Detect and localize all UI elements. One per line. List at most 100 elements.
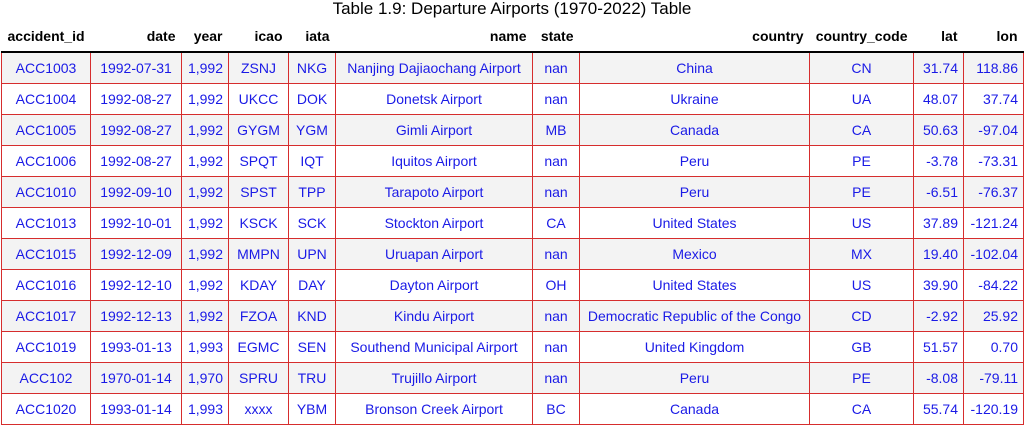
cell-lon: 25.92 <box>963 300 1024 332</box>
cell-country-code: US <box>809 207 914 239</box>
cell-lon: -120.19 <box>963 393 1024 425</box>
cell-icao: GYGM <box>228 114 289 146</box>
column-header-icao: icao <box>228 21 289 53</box>
airports-table: accident_id date year icao iata name state coun… <box>1 21 1024 425</box>
cell-country: Canada <box>579 393 810 425</box>
table-caption: Table 1.9: Departure Airports (1970-2022… <box>332 0 692 18</box>
cell-lon: -84.22 <box>963 269 1024 301</box>
cell-country-code: CA <box>809 114 914 146</box>
cell-date: 1993-01-13 <box>90 331 182 363</box>
cell-lon: -79.11 <box>963 362 1024 394</box>
cell-accident-id: ACC1020 <box>1 393 91 425</box>
cell-state: nan <box>532 145 580 177</box>
cell-accident-id: ACC1010 <box>1 176 91 208</box>
table-row: ACC1004 1992-08-27 1,992 UKCC DOK Donetsk Air… <box>1 83 1024 115</box>
cell-country: United Kingdom <box>579 331 810 363</box>
column-header-lon: lon <box>963 21 1024 53</box>
cell-date: 1992-07-31 <box>90 51 182 84</box>
cell-icao: EGMC <box>228 331 289 363</box>
cell-state: OH <box>532 269 580 301</box>
cell-iata: TPP <box>288 176 336 208</box>
table-row: ACC1006 1992-08-27 1,992 SPQT IQT Iquitos Air… <box>1 145 1024 177</box>
cell-year: 1,992 <box>181 207 229 239</box>
cell-date: 1992-10-01 <box>90 207 182 239</box>
cell-year: 1,992 <box>181 114 229 146</box>
cell-name: Donetsk Airport <box>335 83 533 115</box>
cell-country: Peru <box>579 145 810 177</box>
cell-lon: -73.31 <box>963 145 1024 177</box>
cell-lon: 37.74 <box>963 83 1024 115</box>
cell-state: nan <box>532 51 580 84</box>
cell-lon: 0.70 <box>963 331 1024 363</box>
cell-lon: -76.37 <box>963 176 1024 208</box>
cell-iata: SCK <box>288 207 336 239</box>
cell-country-code: UA <box>809 83 914 115</box>
table-row: ACC1016 1992-12-10 1,992 KDAY DAY Dayton Airp… <box>1 269 1024 301</box>
cell-state: nan <box>532 238 580 270</box>
cell-year: 1,992 <box>181 176 229 208</box>
cell-iata: NKG <box>288 51 336 84</box>
cell-country-code: CA <box>809 393 914 425</box>
table-row: ACC1005 1992-08-27 1,992 GYGM YGM Gimli Airpo… <box>1 114 1024 146</box>
cell-accident-id: ACC1016 <box>1 269 91 301</box>
cell-lat: 39.90 <box>913 269 964 301</box>
cell-state: CA <box>532 207 580 239</box>
cell-lon: -97.04 <box>963 114 1024 146</box>
cell-year: 1,992 <box>181 238 229 270</box>
cell-lat: 51.57 <box>913 331 964 363</box>
cell-lat: 48.07 <box>913 83 964 115</box>
cell-country: Democratic Republic of the Congo <box>579 300 810 332</box>
table-row: ACC1019 1993-01-13 1,993 EGMC SEN Southend Mu… <box>1 331 1024 363</box>
cell-lat: -8.08 <box>913 362 964 394</box>
cell-country: Peru <box>579 362 810 394</box>
cell-name: Gimli Airport <box>335 114 533 146</box>
cell-date: 1993-01-14 <box>90 393 182 425</box>
cell-year: 1,992 <box>181 269 229 301</box>
cell-lat: 19.40 <box>913 238 964 270</box>
cell-year: 1,970 <box>181 362 229 394</box>
column-header-state: state <box>532 21 580 53</box>
cell-iata: DAY <box>288 269 336 301</box>
cell-lon: 118.86 <box>963 51 1024 84</box>
cell-lat: 55.74 <box>913 393 964 425</box>
cell-country-code: PE <box>809 362 914 394</box>
cell-accident-id: ACC1004 <box>1 83 91 115</box>
cell-lat: 50.63 <box>913 114 964 146</box>
cell-country: Peru <box>579 176 810 208</box>
cell-date: 1970-01-14 <box>90 362 182 394</box>
cell-name: Tarapoto Airport <box>335 176 533 208</box>
cell-country: United States <box>579 207 810 239</box>
cell-accident-id: ACC1015 <box>1 238 91 270</box>
cell-lon: -121.24 <box>963 207 1024 239</box>
column-header-year: year <box>181 21 229 53</box>
cell-icao: KDAY <box>228 269 289 301</box>
table-row: ACC1020 1993-01-14 1,993 xxxx YBM Bronson Cre… <box>1 393 1024 425</box>
cell-iata: DOK <box>288 83 336 115</box>
cell-icao: UKCC <box>228 83 289 115</box>
table-row: ACC1003 1992-07-31 1,992 ZSNJ NKG Nanjing Daj… <box>1 51 1024 84</box>
cell-year: 1,993 <box>181 331 229 363</box>
cell-state: nan <box>532 331 580 363</box>
cell-name: Iquitos Airport <box>335 145 533 177</box>
cell-iata: YGM <box>288 114 336 146</box>
cell-accident-id: ACC1013 <box>1 207 91 239</box>
cell-lat: -6.51 <box>913 176 964 208</box>
cell-icao: SPST <box>228 176 289 208</box>
table-row: ACC1015 1992-12-09 1,992 MMPN UPN Uruapan Air… <box>1 238 1024 270</box>
cell-iata: KND <box>288 300 336 332</box>
column-header-country-code: country_code <box>809 21 914 53</box>
header-row: accident_id date year icao iata name state coun… <box>1 21 1024 53</box>
cell-icao: ZSNJ <box>228 51 289 84</box>
cell-iata: SEN <box>288 331 336 363</box>
column-header-country: country <box>579 21 810 53</box>
cell-date: 1992-08-27 <box>90 83 182 115</box>
cell-name: Kindu Airport <box>335 300 533 332</box>
cell-iata: UPN <box>288 238 336 270</box>
cell-name: Dayton Airport <box>335 269 533 301</box>
cell-state: nan <box>532 176 580 208</box>
table-row: ACC102 1970-01-14 1,970 SPRU TRU Trujillo Air… <box>1 362 1024 394</box>
cell-country: China <box>579 51 810 84</box>
cell-country-code: MX <box>809 238 914 270</box>
column-header-accident-id: accident_id <box>1 21 91 53</box>
cell-country-code: GB <box>809 331 914 363</box>
